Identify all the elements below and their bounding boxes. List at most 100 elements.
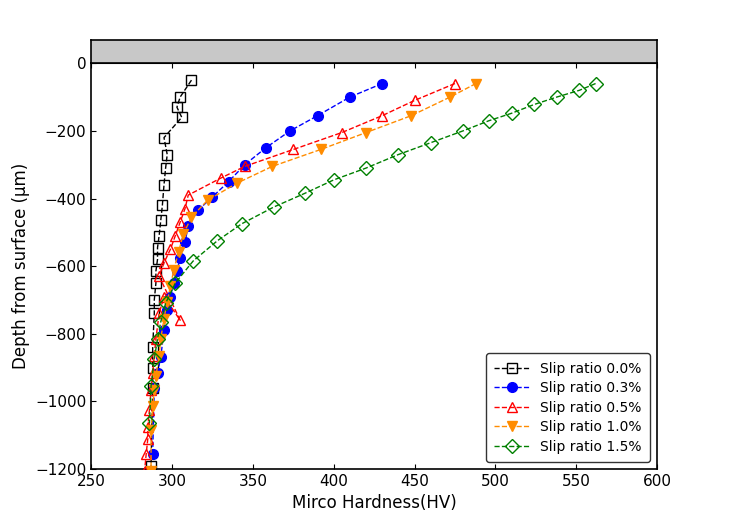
Slip ratio 0.5% bbox=[171, 232, 180, 239]
Slip ratio 0.0% bbox=[153, 256, 162, 262]
Slip ratio 0.5% bbox=[450, 80, 459, 86]
Slip ratio 0.0% bbox=[147, 463, 155, 469]
Slip ratio 1.5% bbox=[156, 319, 165, 325]
Slip ratio 1.0% bbox=[160, 315, 169, 321]
Slip ratio 0.5% bbox=[143, 435, 152, 442]
Slip ratio 1.0% bbox=[472, 80, 480, 86]
Slip ratio 0.0% bbox=[148, 385, 157, 391]
Slip ratio 1.0% bbox=[152, 373, 161, 379]
Slip ratio 0.5% bbox=[150, 353, 158, 359]
Slip ratio 1.5% bbox=[150, 356, 158, 362]
Slip ratio 1.5% bbox=[171, 280, 180, 286]
Slip ratio 0.3% bbox=[166, 294, 174, 300]
Slip ratio 1.0% bbox=[232, 180, 241, 187]
Slip ratio 1.5% bbox=[237, 221, 246, 227]
Slip ratio 0.3% bbox=[150, 385, 158, 391]
Slip ratio 0.3% bbox=[148, 451, 157, 457]
Slip ratio 0.0% bbox=[161, 165, 170, 171]
Slip ratio 1.5% bbox=[300, 190, 309, 197]
Slip ratio 0.5% bbox=[180, 206, 189, 212]
Slip ratio 0.5% bbox=[148, 369, 157, 376]
Slip ratio 0.5% bbox=[289, 147, 298, 153]
Slip ratio 1.0% bbox=[147, 467, 155, 474]
Slip ratio 0.0% bbox=[177, 114, 186, 121]
Slip ratio 1.5% bbox=[458, 128, 467, 134]
Slip ratio 1.0% bbox=[163, 298, 172, 305]
Slip ratio 1.5% bbox=[145, 420, 154, 426]
Slip ratio 0.5% bbox=[216, 175, 225, 181]
Slip ratio 0.5% bbox=[155, 310, 164, 317]
Slip ratio 1.0% bbox=[179, 231, 188, 237]
Slip ratio 0.0% bbox=[153, 245, 162, 251]
Slip ratio 1.5% bbox=[213, 238, 222, 244]
Slip ratio 1.0% bbox=[155, 353, 164, 359]
Slip ratio 0.5% bbox=[176, 219, 185, 226]
Slip ratio 0.3% bbox=[224, 179, 233, 185]
Slip ratio 0.0% bbox=[156, 217, 165, 223]
Slip ratio 0.3% bbox=[208, 193, 217, 200]
Slip ratio 0.0% bbox=[172, 104, 181, 110]
Slip ratio 0.5% bbox=[410, 97, 419, 104]
Slip ratio 1.0% bbox=[268, 163, 277, 170]
Slip ratio 1.5% bbox=[591, 80, 600, 86]
Slip ratio 1.5% bbox=[161, 300, 170, 307]
Slip ratio 0.3% bbox=[160, 327, 169, 334]
Slip ratio 0.3% bbox=[193, 207, 202, 213]
Slip ratio 1.5% bbox=[485, 118, 493, 124]
Slip ratio 0.0% bbox=[148, 365, 157, 371]
Line: Slip ratio 0.3%: Slip ratio 0.3% bbox=[147, 79, 387, 458]
Slip ratio 0.5% bbox=[152, 336, 161, 342]
Slip ratio 0.0% bbox=[155, 232, 164, 239]
Slip ratio 0.5% bbox=[240, 163, 249, 170]
Slip ratio 0.3% bbox=[180, 239, 189, 246]
Y-axis label: Depth from surface (μm): Depth from surface (μm) bbox=[12, 163, 30, 369]
Slip ratio 1.5% bbox=[553, 94, 561, 100]
Slip ratio 0.0% bbox=[160, 134, 169, 141]
Slip ratio 0.3% bbox=[378, 80, 387, 86]
Slip ratio 0.5% bbox=[378, 112, 387, 119]
Slip ratio 0.3% bbox=[184, 222, 193, 229]
Slip ratio 0.5% bbox=[160, 260, 169, 266]
Slip ratio 0.0% bbox=[163, 151, 172, 158]
Slip ratio 0.0% bbox=[150, 297, 158, 303]
Legend: Slip ratio 0.0%, Slip ratio 0.3%, Slip ratio 0.5%, Slip ratio 1.0%, Slip ratio 1: Slip ratio 0.0%, Slip ratio 0.3%, Slip r… bbox=[486, 353, 650, 462]
Slip ratio 1.5% bbox=[329, 177, 338, 183]
Slip ratio 1.0% bbox=[148, 403, 157, 409]
Slip ratio 0.0% bbox=[160, 182, 169, 188]
Slip ratio 1.5% bbox=[153, 336, 162, 342]
Slip ratio 0.0% bbox=[152, 268, 161, 275]
Line: Slip ratio 0.0%: Slip ratio 0.0% bbox=[146, 75, 196, 471]
Slip ratio 1.0% bbox=[446, 94, 455, 100]
Slip ratio 1.0% bbox=[169, 267, 178, 274]
Slip ratio 1.5% bbox=[188, 258, 197, 264]
Slip ratio 0.5% bbox=[337, 130, 346, 136]
Slip ratio 0.3% bbox=[285, 128, 294, 134]
Slip ratio 0.3% bbox=[313, 112, 322, 119]
Slip ratio 0.0% bbox=[158, 202, 166, 209]
Slip ratio 1.0% bbox=[187, 214, 196, 220]
Slip ratio 1.0% bbox=[316, 147, 325, 153]
Slip ratio 0.3% bbox=[176, 255, 185, 261]
Slip ratio 1.5% bbox=[361, 165, 370, 171]
Slip ratio 0.0% bbox=[148, 344, 157, 350]
Slip ratio 0.0% bbox=[152, 280, 161, 286]
Slip ratio 1.0% bbox=[156, 336, 165, 342]
Slip ratio 1.0% bbox=[361, 130, 370, 136]
Slip ratio 0.5% bbox=[143, 424, 152, 430]
Slip ratio 0.3% bbox=[156, 354, 165, 360]
X-axis label: Mirco Hardness(HV): Mirco Hardness(HV) bbox=[292, 494, 456, 512]
Slip ratio 0.3% bbox=[240, 161, 249, 168]
Slip ratio 0.5% bbox=[155, 273, 164, 279]
Slip ratio 1.5% bbox=[575, 87, 584, 93]
Slip ratio 1.5% bbox=[426, 140, 435, 146]
Slip ratio 1.0% bbox=[147, 427, 155, 433]
Slip ratio 0.3% bbox=[169, 280, 178, 286]
Slip ratio 1.0% bbox=[203, 197, 212, 203]
Slip ratio 0.5% bbox=[142, 451, 150, 457]
Slip ratio 1.5% bbox=[147, 383, 155, 389]
Slip ratio 1.0% bbox=[174, 249, 183, 255]
Slip ratio 1.0% bbox=[166, 284, 174, 290]
Slip ratio 1.5% bbox=[269, 204, 278, 210]
Line: Slip ratio 1.0%: Slip ratio 1.0% bbox=[146, 79, 481, 475]
Slip ratio 0.0% bbox=[150, 310, 158, 317]
